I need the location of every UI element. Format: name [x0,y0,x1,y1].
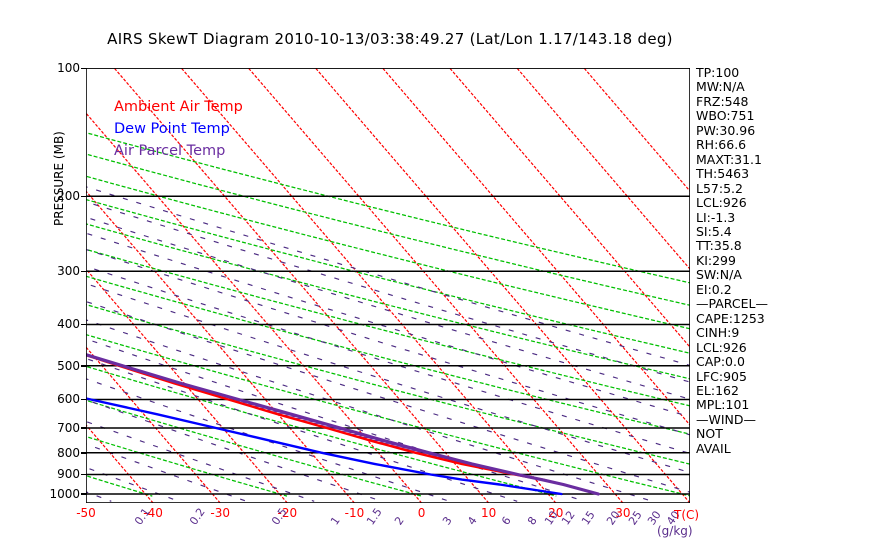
isotherm-lines [86,68,690,503]
bottom-temp-tick-3: -20 [277,506,298,520]
index-ki: KI:299 [696,252,736,268]
mixing-ratio-tick-4: 1.5 [364,505,385,528]
pressure-tickmark-5 [81,398,87,401]
legend-item-dew-point-temp: Dew Point Temp [114,121,230,137]
bottom-temp-tick-5: 0 [417,506,426,520]
isobar-lines [86,68,690,495]
bottom-temp-tick-0: -50 [76,506,96,520]
bottom-temp-tick-2: -30 [210,506,231,520]
bottom-temp-tick-6: 10 [481,506,497,520]
pressure-tick-7: 800 [57,445,80,460]
y-axis-label: PRESSURE (MB) [52,131,66,226]
skewt-plot-svg [85,67,691,504]
pressure-tick-1: 200 [57,189,80,204]
pressure-tick-9: 1000 [49,486,80,501]
pressure-tickmark-7 [81,452,87,454]
index-th: TH:5463 [696,166,750,182]
mixing-ratio-tick-5: 2 [392,514,408,528]
bottom-temp-tick-4: -10 [344,506,365,520]
index-sw: SW:N/A [696,267,742,283]
index-wbo: WBO:751 [696,108,755,124]
index-wind: —WIND— [696,411,757,427]
index-mpl: MPL:101 [696,397,750,413]
index-tt: TT:35.8 [696,238,742,254]
x-axis-mixing-unit: (g/kg) [657,524,693,538]
legend-item-air-parcel-temp: Air Parcel Temp [114,143,226,159]
mixing-ratio-tick-8: 6 [499,514,515,528]
mixing-ratio-tick-12: 15 [578,508,598,528]
pressure-tickmark-0 [81,67,87,69]
index-li: LI:-1.3 [696,209,736,225]
index-rh: RH:66.6 [696,137,747,153]
index-parcel: —PARCEL— [696,296,768,312]
index-tp: TP:100 [696,65,740,80]
index-cap: CAP:0.0 [696,354,745,370]
index-mw: MW:N/A [696,79,745,95]
pressure-tick-5: 600 [57,392,80,407]
index-cape: CAPE:1253 [696,310,765,326]
pressure-tick-2: 300 [57,264,80,279]
moist-adiabat-lines [86,186,690,502]
page-title: AIRS SkewT Diagram 2010-10-13/03:38:49.2… [107,30,673,48]
index-lfc: LFC:905 [696,368,747,384]
mixing-ratio-tick-9: 8 [525,514,540,528]
index-not: NOT [696,426,723,442]
index-si: SI:5.4 [696,223,732,239]
legend-item-ambient-air-temp: Ambient Air Temp [114,99,243,115]
pressure-tickmark-8 [81,473,87,476]
mixing-ratio-tick-6: 3 [439,514,455,528]
pressure-tick-3: 400 [57,317,80,332]
bottom-temp-tick-1: -40 [143,506,163,520]
pressure-tickmark-6 [81,427,87,429]
index-ei: EI:0.2 [696,281,732,297]
pressure-tick-6: 700 [57,420,80,435]
dry-adiabat-lines [86,132,690,497]
index-lcl: LCL:926 [696,339,747,355]
pressure-tickmark-9 [81,493,87,495]
bottom-temp-tick-7: 20 [548,506,564,520]
plot-area: Ambient Air Temp Dew Point Temp Air Parcel… [85,67,691,504]
pressure-tickmark-1 [81,195,87,198]
index-cinh: CINH:9 [696,325,740,341]
index-l57: L57:5.2 [696,180,743,196]
sounding-curves [86,353,600,496]
pressure-tickmark-4 [81,365,87,367]
index-el: EL:162 [696,382,739,398]
x-axis-temp-unit: T(C) [674,508,700,522]
pressure-tickmark-3 [81,323,87,326]
index-frz: FRZ:548 [696,93,749,109]
index-lcl: LCL:926 [696,195,747,211]
pressure-tick-0: 100 [57,61,80,75]
index-avail: AVAIL [696,440,731,456]
indices-panel: TP:100 MW:N/A FRZ:548 WBO:751 PW:30.96 RH:66.… [696,65,816,456]
mixing-ratio-tick-3: 1 [328,514,344,528]
bottom-temp-tick-8: 30 [615,506,631,520]
index-pw: PW:30.96 [696,122,756,138]
pressure-tick-4: 500 [57,358,80,373]
mixing-ratio-tick-1: 0.2 [187,505,208,528]
pressure-tickmark-2 [81,270,87,273]
pressure-tick-8: 900 [57,467,80,482]
mixing-ratio-tick-7: 4 [465,514,480,528]
index-maxt: MAXT:31.1 [696,151,762,167]
